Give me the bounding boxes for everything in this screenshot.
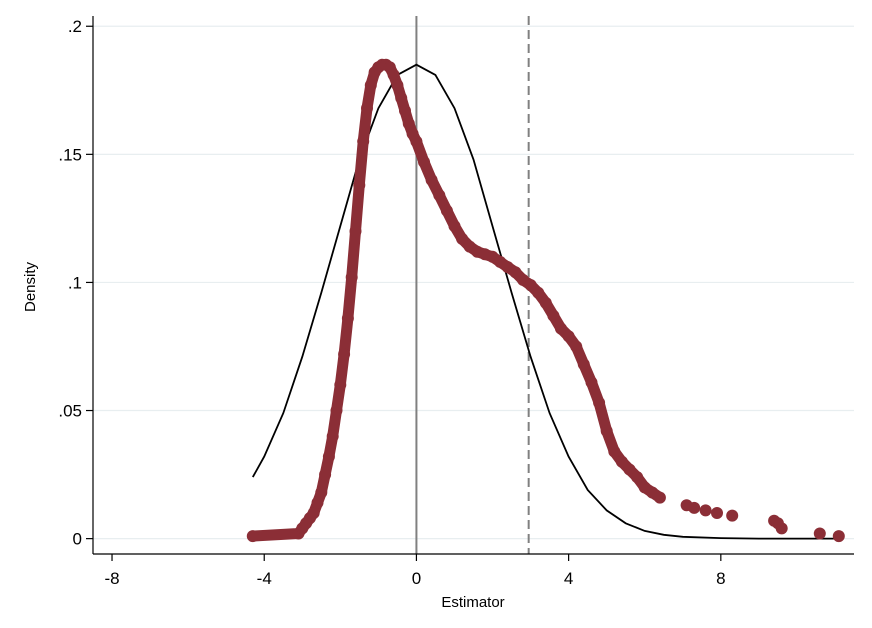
data-point xyxy=(334,378,347,391)
data-point xyxy=(391,79,404,92)
data-point xyxy=(418,156,430,168)
y-tick-label: .1 xyxy=(68,273,82,292)
data-point xyxy=(399,104,411,117)
data-point xyxy=(577,358,590,371)
data-point xyxy=(832,530,845,543)
x-tick-label: 0 xyxy=(412,569,421,588)
tick-labels: 0 .05 .1 .15 .2 -8 -4 0 4 8 xyxy=(58,17,725,588)
data-point xyxy=(433,189,446,202)
data-point xyxy=(246,530,259,543)
data-point xyxy=(322,450,335,463)
data-point xyxy=(813,527,826,540)
data-point xyxy=(345,271,358,284)
y-tick-label: 0 xyxy=(73,530,82,549)
data-point xyxy=(361,102,373,115)
x-tick-label: -8 xyxy=(104,569,119,588)
data-point xyxy=(600,425,613,437)
data-point xyxy=(585,376,598,389)
data-point xyxy=(570,340,583,353)
data-point xyxy=(532,286,545,299)
data-point xyxy=(353,179,366,192)
data-point xyxy=(307,507,320,519)
data-point xyxy=(311,496,324,509)
data-point xyxy=(688,501,701,514)
data-point xyxy=(448,220,461,233)
y-tick-label: .2 xyxy=(68,17,82,36)
data-point xyxy=(555,322,567,335)
data-point xyxy=(653,491,666,504)
data-point xyxy=(364,79,377,92)
x-tick-label: -4 xyxy=(257,569,272,588)
data-point xyxy=(562,330,575,343)
x-tick-label: 8 xyxy=(716,569,725,588)
data-point xyxy=(623,463,636,476)
data-point xyxy=(402,117,415,130)
y-axis-title: Density xyxy=(22,261,39,312)
data-point xyxy=(326,430,339,443)
y-tick-label: .15 xyxy=(58,145,82,164)
data-point xyxy=(349,225,362,238)
data-point xyxy=(524,279,537,291)
data-point xyxy=(456,232,469,245)
data-point xyxy=(357,135,370,148)
reference-lines xyxy=(415,16,530,554)
data-point xyxy=(539,296,552,309)
data-point xyxy=(338,348,351,361)
data-point xyxy=(341,312,354,325)
data-point xyxy=(631,471,644,484)
data-point xyxy=(509,266,522,279)
kernel-density-points-layer xyxy=(246,58,845,543)
data-point xyxy=(395,92,408,104)
data-point xyxy=(608,445,621,458)
x-tick-label: 4 xyxy=(564,569,573,588)
data-point xyxy=(410,135,423,148)
data-point xyxy=(726,509,739,522)
data-point xyxy=(699,504,712,517)
data-point xyxy=(387,68,400,81)
data-point xyxy=(615,455,628,468)
data-point xyxy=(440,204,453,217)
y-tick-label: .05 xyxy=(58,402,82,421)
data-point xyxy=(547,309,560,322)
gridlines xyxy=(93,25,854,540)
kernel-density-ribbon xyxy=(247,59,666,542)
data-point xyxy=(425,174,438,186)
data-point xyxy=(775,522,788,535)
data-point xyxy=(330,404,343,417)
data-point xyxy=(319,468,332,481)
data-point xyxy=(711,507,723,519)
data-point xyxy=(593,396,606,409)
axes xyxy=(92,16,854,555)
x-axis-title: Estimator xyxy=(441,594,504,611)
data-point xyxy=(315,486,328,499)
